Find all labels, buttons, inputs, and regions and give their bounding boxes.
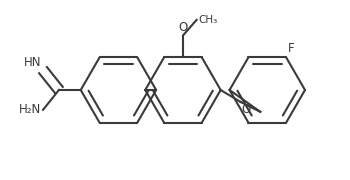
Text: HN: HN — [23, 56, 41, 69]
Text: O: O — [178, 21, 188, 33]
Text: H₂N: H₂N — [19, 103, 41, 116]
Text: CH₃: CH₃ — [199, 15, 218, 25]
Text: O: O — [241, 103, 251, 116]
Text: F: F — [288, 42, 295, 55]
